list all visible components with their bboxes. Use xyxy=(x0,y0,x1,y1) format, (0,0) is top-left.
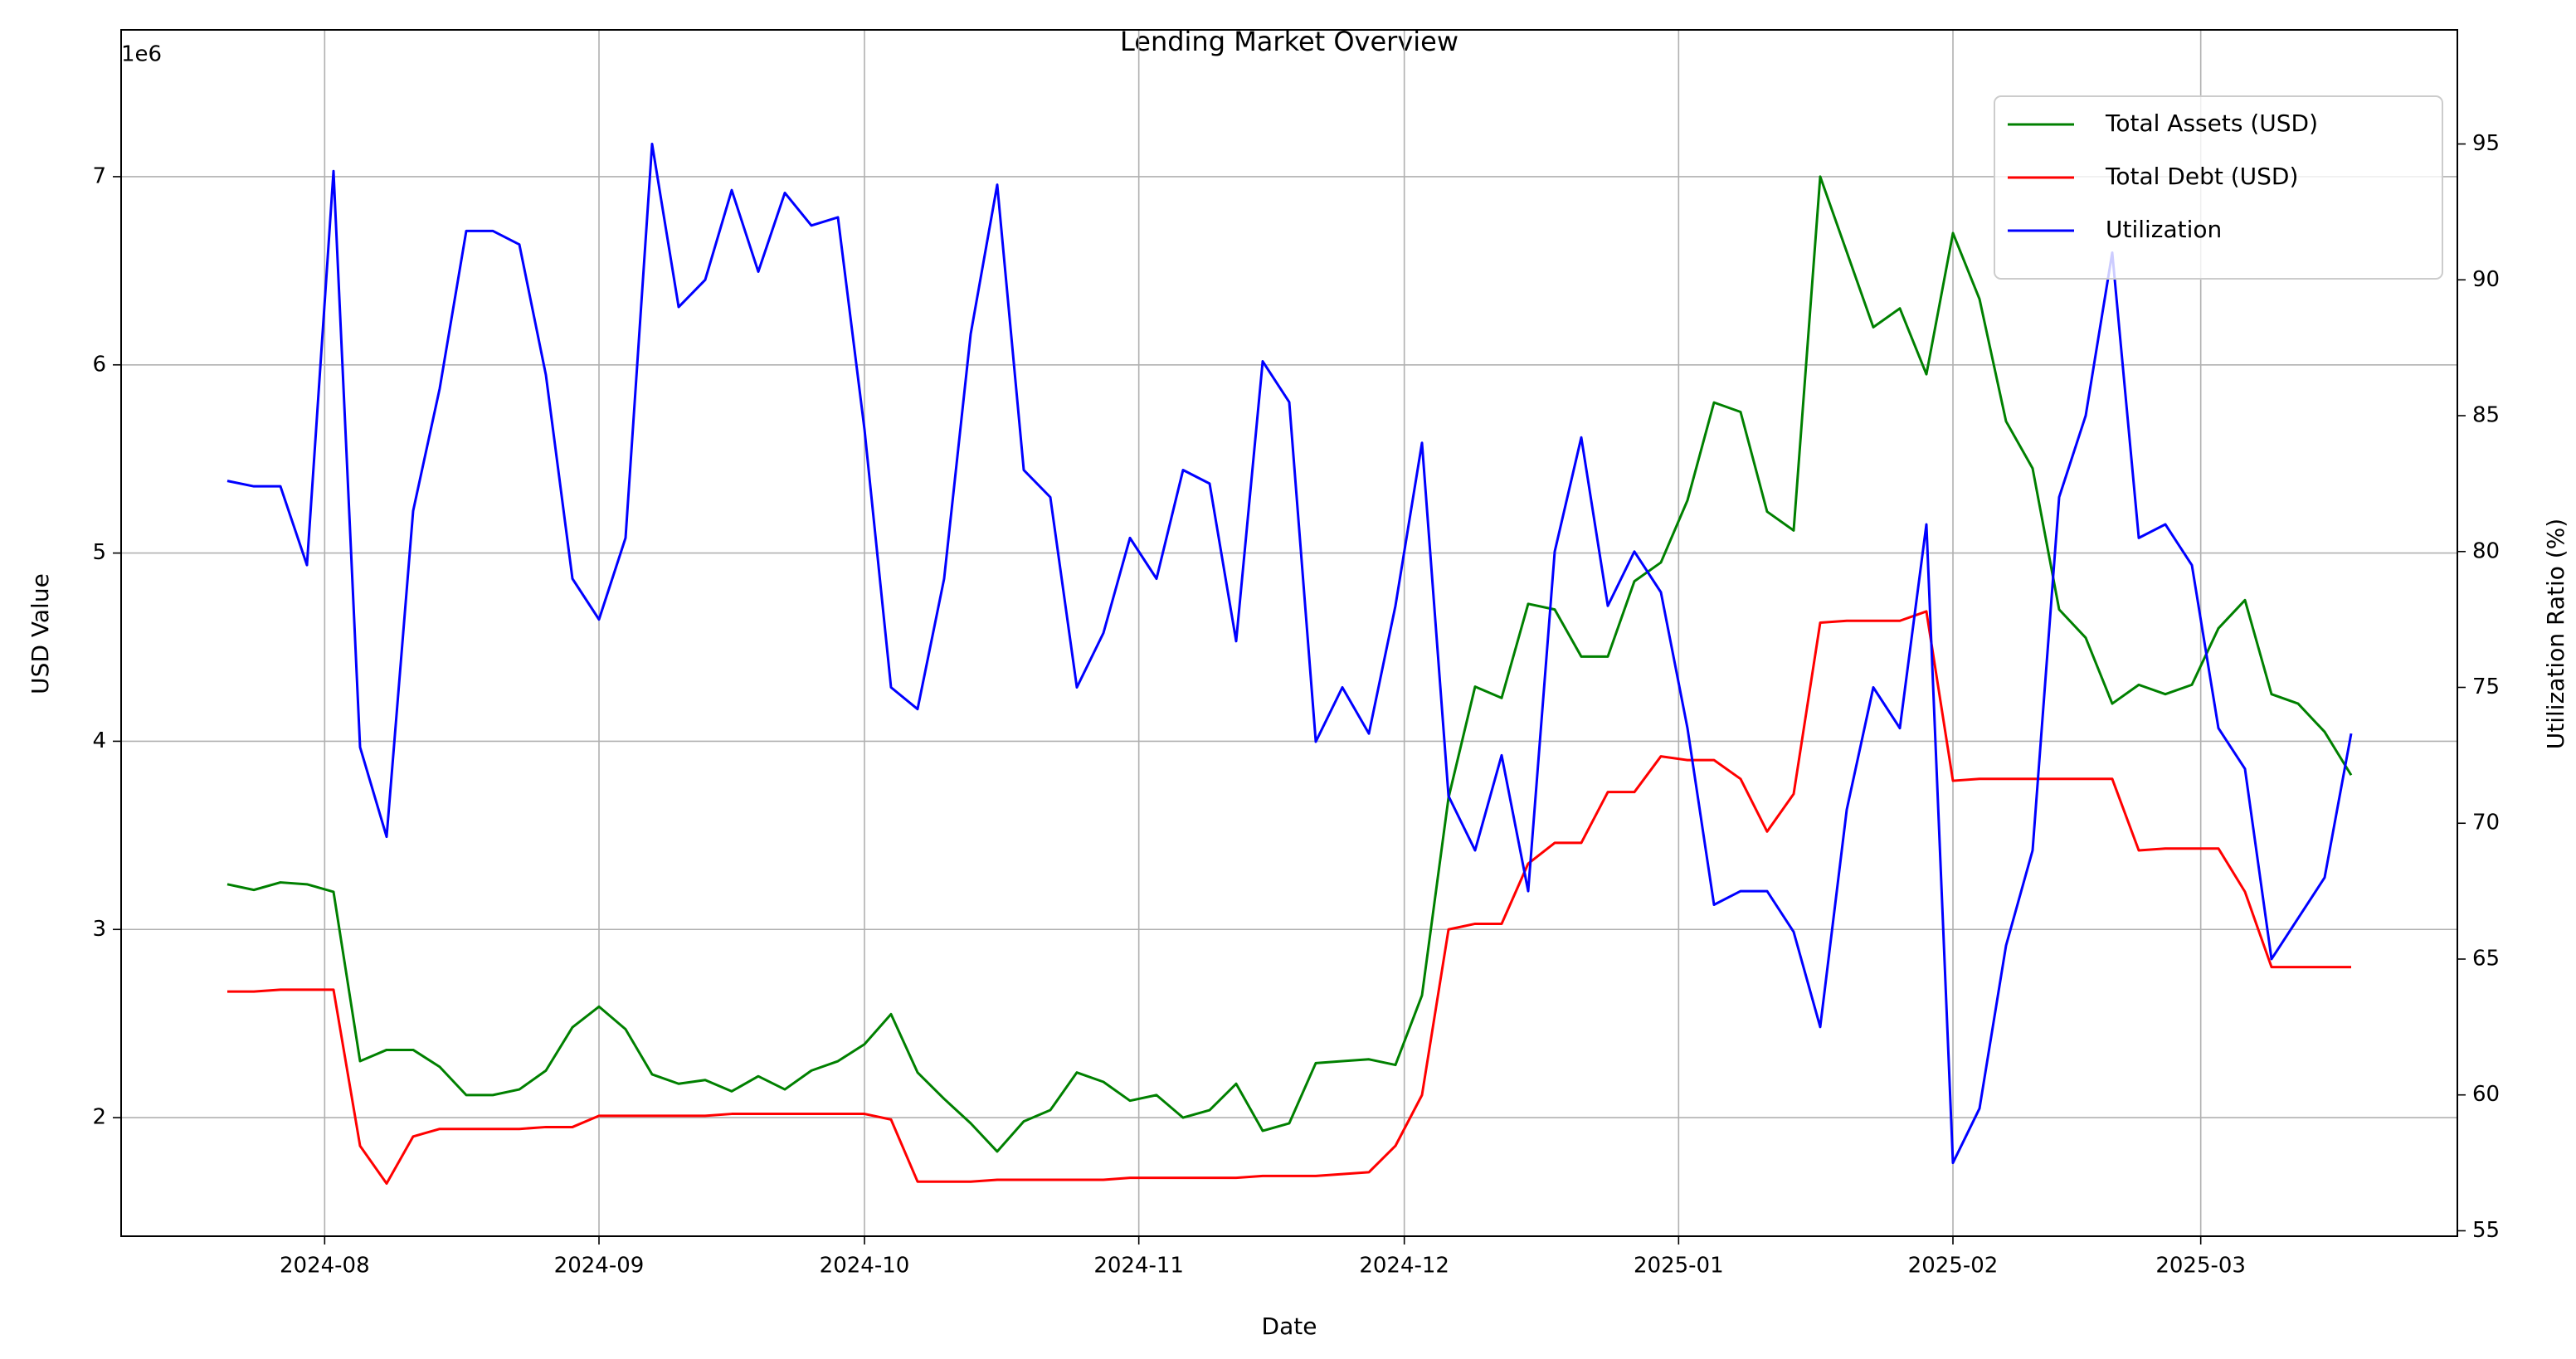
y2-tick-label: 80 xyxy=(2472,538,2500,563)
y2-tick-label: 55 xyxy=(2472,1218,2500,1243)
legend-label: Total Assets (USD) xyxy=(2105,110,2318,137)
series-line xyxy=(227,610,2351,1185)
y-tick-label: 4 xyxy=(92,728,106,753)
x-tick-label: 2024-12 xyxy=(1359,1254,1449,1279)
x-tick-label: 2024-10 xyxy=(820,1254,910,1279)
y2-tick-label: 95 xyxy=(2472,131,2500,156)
x-axis-label: Date xyxy=(1262,1313,1317,1340)
x-tick-label: 2025-01 xyxy=(1634,1254,1724,1279)
x-tick-label: 2025-02 xyxy=(1908,1254,1999,1279)
y2-tick-label: 90 xyxy=(2472,267,2500,292)
y-offset-label: 1e6 xyxy=(121,42,162,67)
x-tick-label: 2024-08 xyxy=(280,1254,370,1279)
y2-tick-label: 75 xyxy=(2472,675,2500,699)
y-axis-label: USD Value xyxy=(27,573,54,694)
y2-tick-label: 60 xyxy=(2472,1082,2500,1107)
y-tick-label: 7 xyxy=(92,163,106,188)
x-tick-label: 2024-09 xyxy=(554,1254,645,1279)
series-line xyxy=(226,175,2353,1153)
series-line xyxy=(226,143,2353,1165)
chart-title: Lending Market Overview xyxy=(1120,26,1458,57)
legend-label: Total Debt (USD) xyxy=(2105,163,2298,190)
y2-tick-label: 70 xyxy=(2472,811,2500,835)
y2-axis-label: Utilization Ratio (%) xyxy=(2542,519,2569,749)
y2-tick-label: 85 xyxy=(2472,403,2500,428)
legend-label: Utilization xyxy=(2106,216,2222,243)
y-tick-label: 2 xyxy=(92,1105,106,1130)
x-tick-label: 2025-03 xyxy=(2155,1254,2246,1279)
plot-frame xyxy=(120,29,2458,1237)
legend-box xyxy=(1994,95,2443,280)
y-tick-label: 6 xyxy=(92,352,106,377)
legend: Total Assets (USD) Total Debt (USD) Utiliz… xyxy=(1994,95,2443,280)
y-tick-label: 3 xyxy=(92,917,106,942)
y2-tick-label: 65 xyxy=(2472,946,2500,971)
y-tick-label: 5 xyxy=(92,540,106,565)
x-tick-label: 2024-11 xyxy=(1093,1254,1184,1279)
